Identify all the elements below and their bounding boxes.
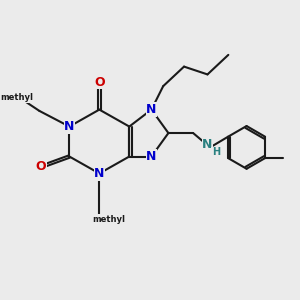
Text: N: N [64, 120, 74, 133]
Text: N: N [94, 167, 104, 180]
Text: N: N [146, 103, 157, 116]
Text: N: N [202, 138, 213, 151]
Text: O: O [35, 160, 46, 173]
Text: methyl: methyl [1, 93, 34, 102]
Text: N: N [146, 150, 157, 163]
Text: methyl: methyl [92, 214, 125, 224]
Text: H: H [212, 147, 220, 157]
Text: O: O [94, 76, 105, 89]
